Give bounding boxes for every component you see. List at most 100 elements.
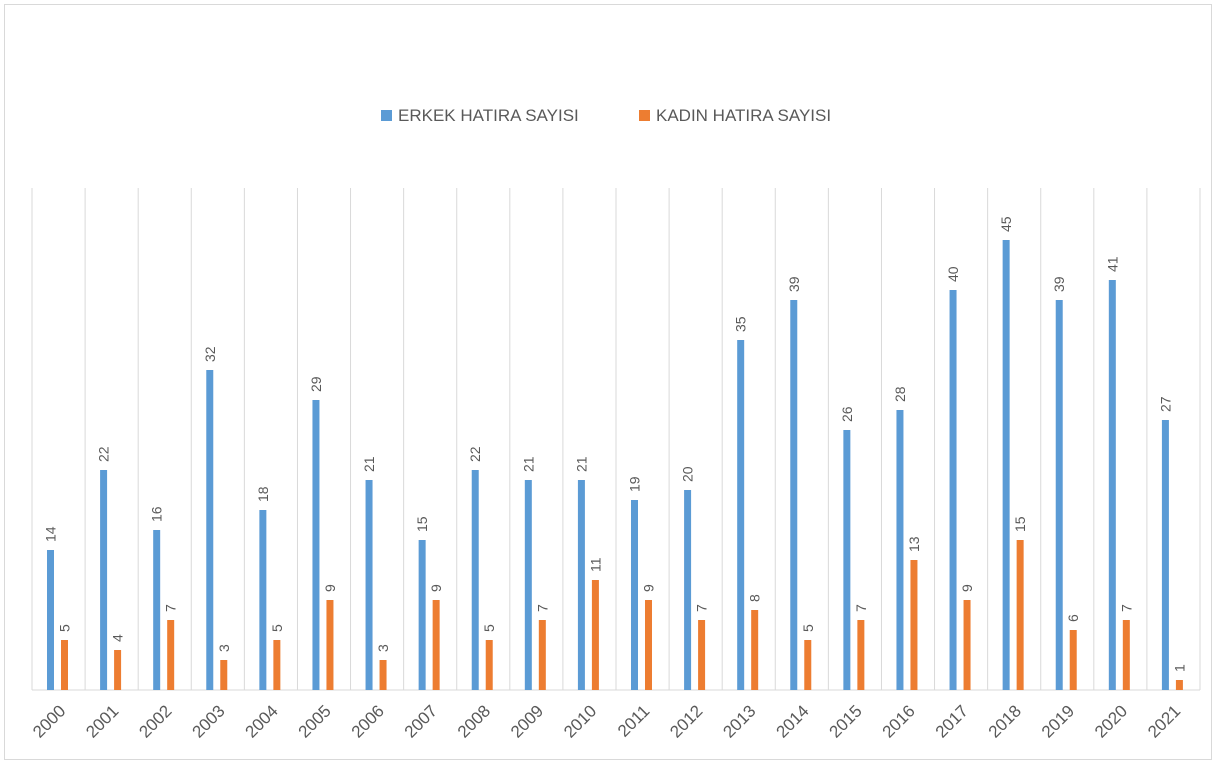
legend: ERKEK HATIRA SAYISI KADIN HATIRA SAYISI: [381, 106, 831, 125]
bar-erkek-2006: [365, 480, 373, 690]
bar-erkek-2011: [631, 500, 638, 690]
data-label-erkek-2004: 18: [255, 486, 271, 502]
data-label-kadin-2015: 7: [853, 604, 869, 612]
data-label-kadin-2008: 5: [481, 624, 497, 632]
bar-kadin-2018: [1016, 540, 1024, 690]
bar-erkek-2015: [843, 430, 851, 690]
data-label-kadin-2007: 9: [428, 584, 444, 592]
bar-kadin-2016: [910, 560, 918, 690]
bar-kadin-2006: [379, 660, 387, 690]
data-label-kadin-2018: 15: [1012, 516, 1028, 532]
bar-erkek-2001: [100, 470, 108, 690]
data-label-erkek-2005: 29: [308, 376, 324, 392]
bar-erkek-2019: [1055, 300, 1063, 690]
bar-kadin-2014: [804, 640, 812, 690]
data-label-erkek-2021: 27: [1157, 396, 1173, 412]
x-tick-2001: 2001: [82, 701, 122, 741]
data-label-erkek-2019: 39: [1051, 276, 1067, 292]
data-label-erkek-2013: 35: [733, 316, 749, 332]
x-tick-2006: 2006: [348, 701, 388, 741]
bar-kadin-2019: [1069, 630, 1077, 690]
x-tick-2012: 2012: [666, 701, 706, 741]
bar-erkek-2018: [1002, 240, 1010, 690]
bar-kadin-2008: [485, 640, 493, 690]
x-tick-2002: 2002: [135, 701, 175, 741]
data-label-erkek-2000: 14: [43, 526, 59, 542]
bar-erkek-2013: [737, 340, 745, 690]
x-tick-2015: 2015: [826, 701, 866, 741]
data-label-erkek-2009: 21: [520, 456, 536, 472]
data-label-kadin-2011: 9: [641, 584, 657, 592]
x-tick-2009: 2009: [507, 701, 547, 741]
data-label-kadin-2013: 8: [747, 594, 763, 602]
bar-erkek-2003: [206, 370, 214, 690]
data-label-kadin-2019: 6: [1065, 614, 1081, 622]
data-label-erkek-2010: 21: [573, 456, 589, 472]
x-tick-2020: 2020: [1091, 701, 1131, 741]
x-tick-2004: 2004: [242, 701, 282, 741]
data-label-kadin-2002: 7: [163, 604, 179, 612]
bar-kadin-2012: [698, 620, 706, 690]
bar-erkek-2016: [896, 410, 904, 690]
data-label-erkek-2016: 28: [892, 386, 908, 402]
bar-kadin-2010: [591, 580, 599, 690]
data-label-erkek-2002: 16: [149, 506, 165, 522]
gridlines: [31, 188, 1201, 690]
bar-kadin-2011: [645, 600, 652, 690]
data-label-kadin-2000: 5: [57, 624, 73, 632]
bar-erkek-2002: [153, 530, 161, 690]
x-tick-2000: 2000: [29, 701, 69, 741]
bar-erkek-2014: [790, 300, 798, 690]
data-label-kadin-2001: 4: [110, 634, 126, 642]
x-tick-2014: 2014: [772, 701, 812, 741]
x-tick-labels: 2000 2001 2002 2003 2004 2005 2006 2007 2008 2009…: [29, 701, 1184, 741]
bar-kadin-2017: [963, 600, 971, 690]
data-label-kadin-2017: 9: [959, 584, 975, 592]
data-label-kadin-2020: 7: [1118, 604, 1134, 612]
x-tick-2013: 2013: [719, 701, 759, 741]
bar-erkek-2009: [524, 480, 532, 690]
bar-erkek-2007: [418, 540, 426, 690]
x-tick-2016: 2016: [879, 701, 919, 741]
bar-kadin-2013: [751, 610, 759, 690]
data-label-erkek-2020: 41: [1104, 256, 1120, 272]
bar-erkek-2008: [471, 470, 479, 690]
bar-kadin-2009: [538, 620, 546, 690]
data-label-kadin-2009: 7: [534, 604, 550, 612]
legend-swatch-erkek: [381, 110, 392, 121]
x-tick-2010: 2010: [560, 701, 600, 741]
bar-kadin-2005: [326, 600, 334, 690]
data-label-kadin-2021: 1: [1171, 664, 1187, 672]
data-label-erkek-2006: 21: [361, 456, 377, 472]
bar-kadin-2002: [167, 620, 175, 690]
bar-erkek-2000: [47, 550, 54, 690]
data-label-erkek-2014: 39: [786, 276, 802, 292]
bar-erkek-2017: [949, 290, 957, 690]
x-tick-2008: 2008: [454, 701, 494, 741]
data-label-erkek-2008: 22: [467, 446, 483, 462]
bar-erkek-2020: [1108, 280, 1116, 690]
bar-kadin-2004: [273, 640, 281, 690]
data-label-erkek-2007: 15: [414, 516, 430, 532]
bar-kadin-2020: [1122, 620, 1130, 690]
bar-erkek-2005: [312, 400, 320, 690]
bar-kadin-2015: [857, 620, 865, 690]
x-tick-2019: 2019: [1038, 701, 1078, 741]
legend-swatch-kadin: [639, 110, 650, 121]
data-label-erkek-2015: 26: [839, 406, 855, 422]
x-tick-2018: 2018: [985, 701, 1025, 741]
x-tick-2005: 2005: [295, 701, 335, 741]
data-label-erkek-2003: 32: [202, 346, 218, 362]
data-label-kadin-2006: 3: [375, 644, 391, 652]
bar-kadin-2021: [1175, 680, 1183, 690]
legend-label-kadin: KADIN HATIRA SAYISI: [656, 106, 831, 125]
bars: [47, 240, 1183, 690]
bar-erkek-2021: [1161, 420, 1169, 690]
bar-erkek-2010: [577, 480, 585, 690]
data-label-erkek-2018: 45: [998, 216, 1014, 232]
data-label-kadin-2012: 7: [694, 604, 710, 612]
data-label-erkek-2017: 40: [945, 266, 961, 282]
bar-erkek-2012: [684, 490, 692, 690]
data-label-kadin-2003: 3: [216, 644, 232, 652]
